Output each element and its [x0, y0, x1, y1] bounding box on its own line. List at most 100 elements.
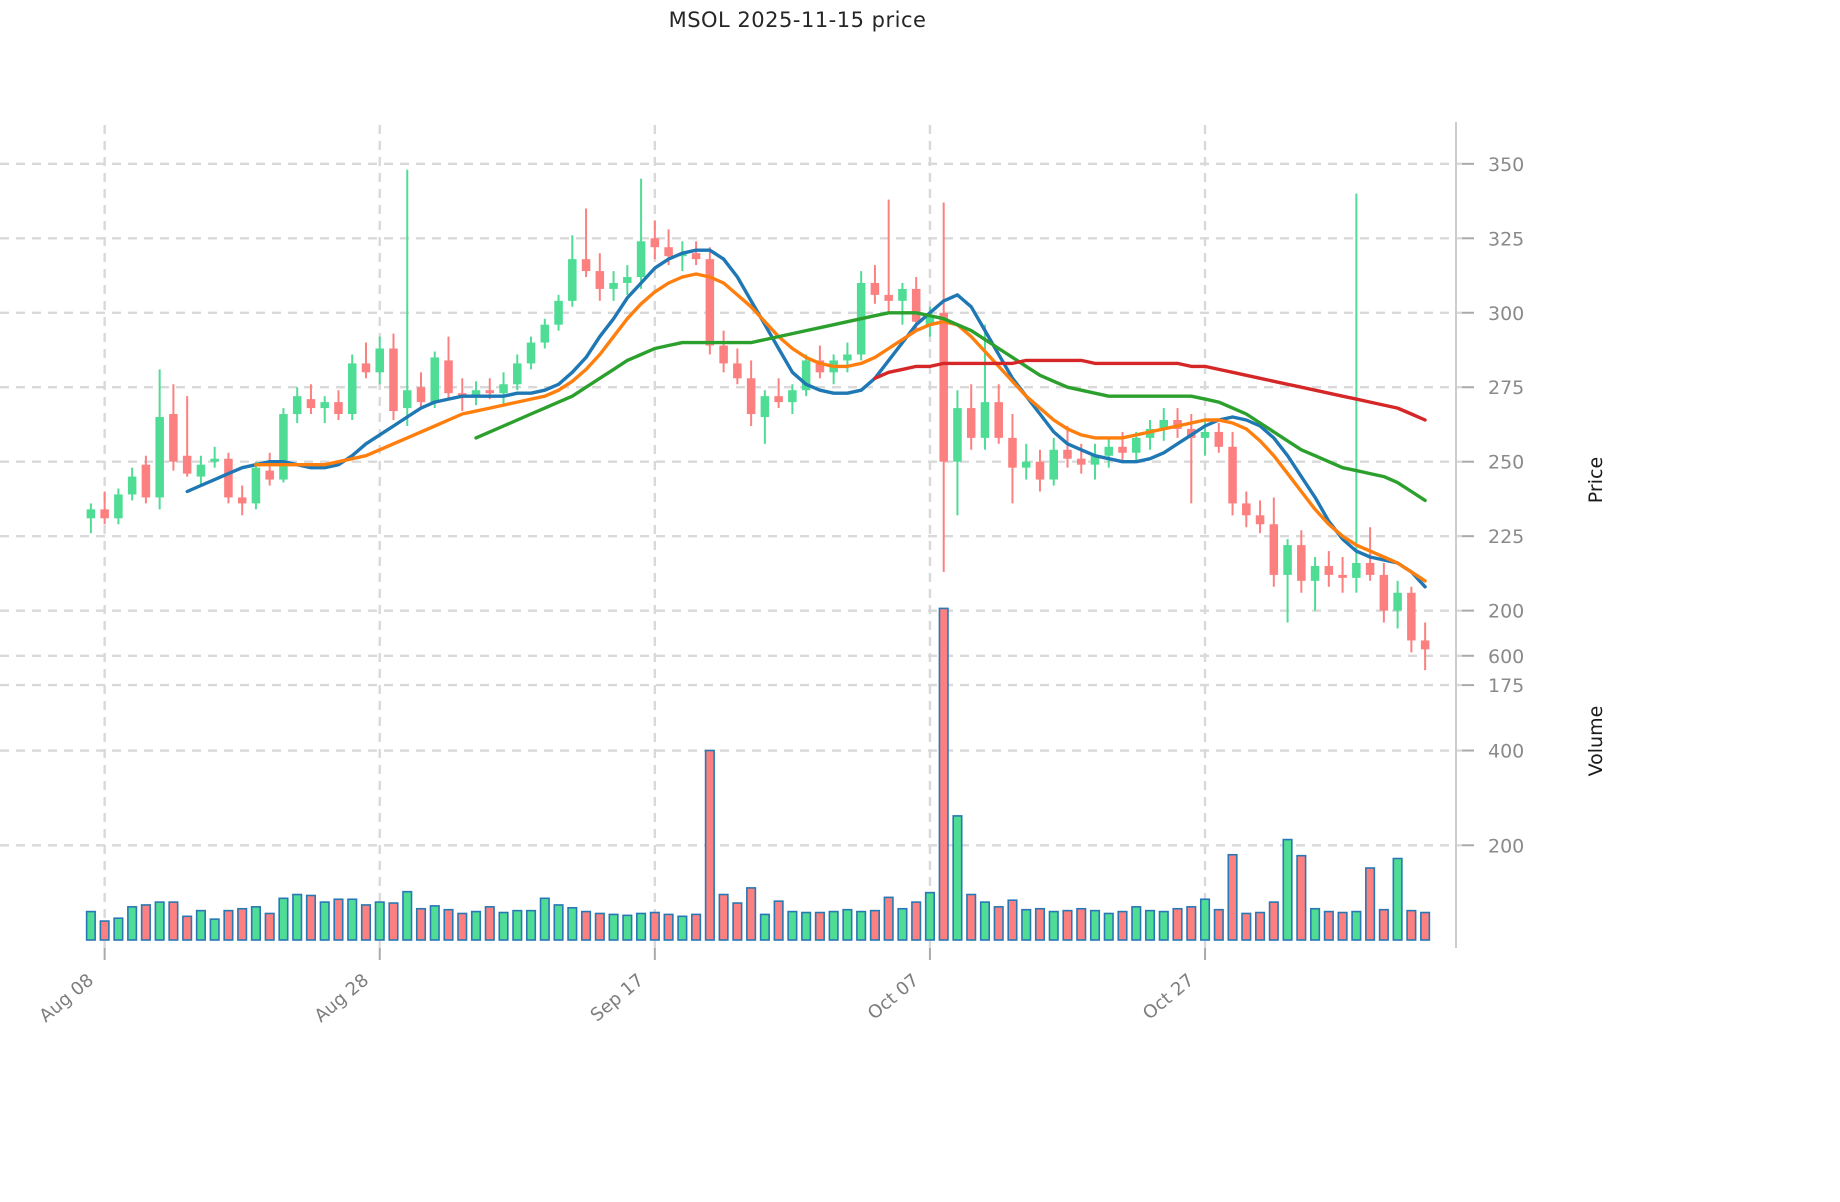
candle — [485, 390, 495, 394]
candle — [1352, 562, 1361, 578]
candle — [953, 408, 962, 462]
candle — [1255, 515, 1265, 525]
volume-bar — [1034, 907, 1046, 941]
candle — [1159, 420, 1169, 429]
candle — [1104, 446, 1114, 456]
candle — [898, 288, 907, 301]
candle — [609, 282, 618, 289]
volume-bar — [856, 910, 867, 941]
candle — [884, 294, 893, 301]
candle — [994, 402, 1003, 438]
volume-bar — [223, 909, 234, 941]
volume-bar — [622, 914, 633, 941]
candle — [513, 363, 522, 385]
candle — [237, 497, 247, 504]
volume-bar — [677, 915, 688, 941]
volume-bar — [498, 911, 509, 941]
candle — [155, 417, 164, 498]
volume-bar — [168, 901, 179, 941]
volume-bar — [140, 904, 151, 941]
candle — [870, 282, 880, 295]
volume-bar — [787, 910, 798, 941]
candle — [1035, 461, 1045, 480]
date-tick-label: Oct 07 — [864, 970, 923, 1024]
volume-bar — [525, 909, 537, 941]
candle — [471, 390, 481, 397]
volume-bar — [457, 912, 468, 941]
ma-long-line — [474, 311, 1427, 503]
volume-bar — [718, 893, 729, 941]
volume-bar — [539, 897, 550, 941]
candle — [760, 396, 770, 418]
volume-bar — [1310, 907, 1321, 941]
candle — [1214, 431, 1224, 447]
candle — [86, 509, 96, 519]
price-axis-ticks: 350 325 300 275 250 225 200 175 — [1462, 154, 1524, 697]
candle — [251, 467, 261, 504]
volume-bar — [195, 909, 206, 941]
volume-bar — [512, 909, 523, 941]
volume-bar — [1351, 910, 1362, 941]
candle — [801, 360, 811, 391]
candle — [1228, 446, 1237, 504]
volume-bar — [814, 911, 825, 941]
candle — [650, 238, 660, 248]
volume-bar — [691, 913, 702, 941]
candle — [1132, 437, 1141, 453]
volume-bar — [553, 904, 564, 941]
date-axis-ticks: Aug 08 Aug 28 Sep 17 Oct 07 Oct 27 — [35, 948, 1207, 1027]
volume-bar — [580, 910, 592, 941]
volume-bar — [113, 917, 124, 941]
volume-bar — [746, 887, 757, 941]
candle — [1118, 446, 1127, 453]
candlestick-series — [86, 169, 1430, 671]
candle — [1200, 431, 1210, 438]
volume-bar — [1213, 908, 1224, 941]
volume-bar — [374, 901, 385, 941]
candle — [1021, 461, 1031, 468]
volume-bar — [979, 901, 991, 941]
candle — [636, 241, 646, 278]
volume-bar — [443, 908, 454, 941]
candle — [416, 387, 426, 403]
volume-bar — [1021, 908, 1032, 941]
volume-bar — [154, 901, 165, 941]
volume-bar — [333, 898, 344, 941]
candle — [1008, 437, 1017, 468]
volume-bar — [828, 910, 839, 941]
price-tick-label: 175 — [1488, 675, 1524, 697]
candle — [389, 348, 398, 412]
volume-bar — [292, 893, 303, 941]
candle — [265, 470, 274, 480]
volume-bar — [883, 896, 894, 941]
moving-average-lines — [185, 248, 1427, 589]
candle — [196, 464, 206, 477]
volume-bar — [127, 906, 138, 941]
candle — [623, 277, 632, 283]
volume-bar — [1337, 911, 1348, 941]
volume-bar — [305, 894, 317, 941]
candle — [334, 402, 343, 415]
volume-bar — [209, 918, 220, 941]
candle — [774, 396, 783, 403]
volume-bar — [1048, 910, 1059, 941]
candle — [210, 458, 219, 462]
page-title: MSOL 2025-11-15 price — [668, 8, 927, 32]
volume-bar — [952, 815, 963, 941]
price-tick-label: 250 — [1488, 452, 1524, 474]
volume-bar — [99, 920, 110, 941]
volume-bar — [1007, 899, 1018, 941]
candle — [402, 390, 412, 409]
price-axis-title: Price — [1585, 457, 1607, 503]
candle — [746, 378, 756, 415]
candle — [1269, 524, 1279, 575]
candle — [320, 402, 329, 409]
candle — [1076, 458, 1086, 465]
candle — [526, 342, 536, 364]
volume-bar — [182, 915, 193, 941]
candle — [1063, 449, 1072, 459]
volume-bar — [278, 897, 289, 941]
candle — [540, 324, 550, 343]
price-tick-label: 350 — [1488, 154, 1524, 176]
